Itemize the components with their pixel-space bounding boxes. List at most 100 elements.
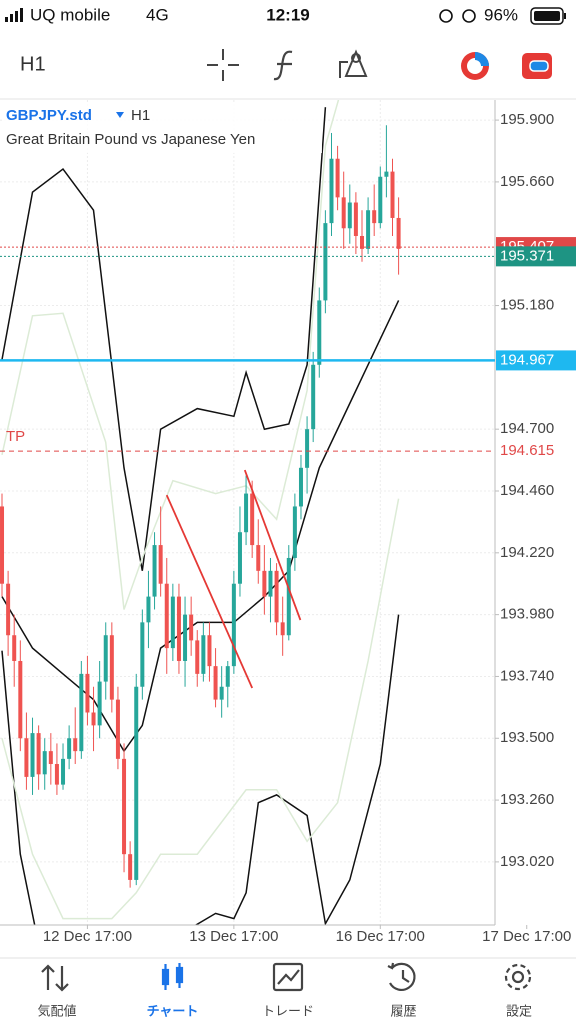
level-label: 194.967 [500,351,554,368]
candle-body [292,506,297,558]
status-bar: UQ mobile 4G 12:19 96% [5,5,566,25]
candle-body [158,545,163,584]
candle-body [384,171,389,177]
candle-body [36,733,41,775]
crosshair-button[interactable] [207,49,239,81]
candle-body [390,171,395,218]
y-tick-label: 193.020 [500,853,554,870]
clock: 12:19 [266,5,309,24]
level-label: 194.615 [500,442,554,459]
candle-body [274,570,279,623]
candle-body [323,223,328,301]
candle-body [67,738,72,759]
level-label-bg [496,246,576,267]
y-tick-label: 193.740 [500,667,554,684]
candle-body [231,583,236,667]
candle-body [79,673,84,752]
candle-body [378,176,383,224]
candle-body [244,493,249,533]
candle-body [12,635,17,661]
candle-body [24,738,29,777]
candle-body [201,635,206,674]
level-label-bg [496,350,576,371]
candle-body [176,596,181,661]
nav-icons [41,962,532,992]
candle-body [54,764,59,785]
indicator-line [1,100,340,610]
candle-body [0,506,5,584]
candle-body [366,210,371,249]
candle-body [298,467,303,507]
candle-body [103,635,108,682]
candle-body [115,699,120,759]
chart-icon[interactable] [161,963,184,990]
candle-body [311,364,316,430]
candle-body [122,758,127,855]
trade-nav-icon[interactable] [272,962,304,992]
nav-label[interactable]: 設定 [506,1003,532,1018]
y-tick-label: 195.660 [500,173,554,190]
settings-icon[interactable] [504,963,532,991]
y-tick-label: 194.700 [500,420,554,437]
y-tick-label: 194.220 [500,544,554,561]
candle-body [195,640,200,674]
network: 4G [146,5,169,24]
candle-body [347,202,352,229]
candle-body [262,570,267,597]
candle-body [73,738,78,752]
candle-body [6,583,11,636]
candle-body [48,751,53,765]
trend-line [243,469,302,621]
candle-body [18,660,23,739]
symbol-dropdown[interactable] [116,112,124,118]
candle-body [237,532,242,584]
status-icons [439,9,476,23]
candle-body [372,210,377,224]
candle-body [256,545,261,571]
candle-body [134,686,139,880]
quotes-icon[interactable] [41,964,69,992]
candle-body [42,751,47,775]
timeframe-button[interactable]: H1 [20,53,46,75]
level-label: 195.371 [500,247,554,264]
nav-label[interactable]: チャート [147,1003,199,1018]
battery-percent: 96% [484,5,518,24]
y-tick-label: 194.460 [500,482,554,499]
candle-body [353,202,358,236]
candle-body [280,622,285,636]
candle-body [207,635,212,667]
candle-body [396,217,401,249]
x-tick-label: 13 Dec 17:00 [189,928,278,945]
candle-body [189,614,194,641]
candle-body [85,673,90,713]
chart-header: GBPJPY.std H1 Great Britain Pound vs Jap… [2,103,322,153]
x-tick-label: 16 Dec 17:00 [336,928,425,945]
signal-icon [5,8,23,22]
history-icon[interactable] [387,962,416,991]
indicator-line [1,614,400,925]
candle-body [335,158,340,198]
account-icon[interactable] [522,53,552,79]
objects-button[interactable] [339,49,368,78]
symbol-description: Great Britain Pound vs Japanese Yen [6,131,255,148]
trend-line [165,494,254,689]
level-name: TP [6,428,25,445]
x-tick-label: 12 Dec 17:00 [43,928,132,945]
nav-label[interactable]: トレード [262,1003,314,1018]
candle-body [152,545,157,597]
candle-body [268,570,273,597]
candle-body [170,596,175,649]
grid [0,100,495,925]
indicators-button[interactable] [273,50,293,81]
candle-body [109,635,114,700]
trade-icon[interactable] [461,52,489,80]
symbol[interactable]: GBPJPY.std [6,107,92,124]
indicator-line [1,107,327,571]
x-tick-label: 17 Dec 17:00 [482,928,571,945]
nav-label[interactable]: 気配値 [37,1003,76,1018]
nav-label[interactable]: 履歴 [390,1003,416,1018]
indicator-line [1,498,400,920]
